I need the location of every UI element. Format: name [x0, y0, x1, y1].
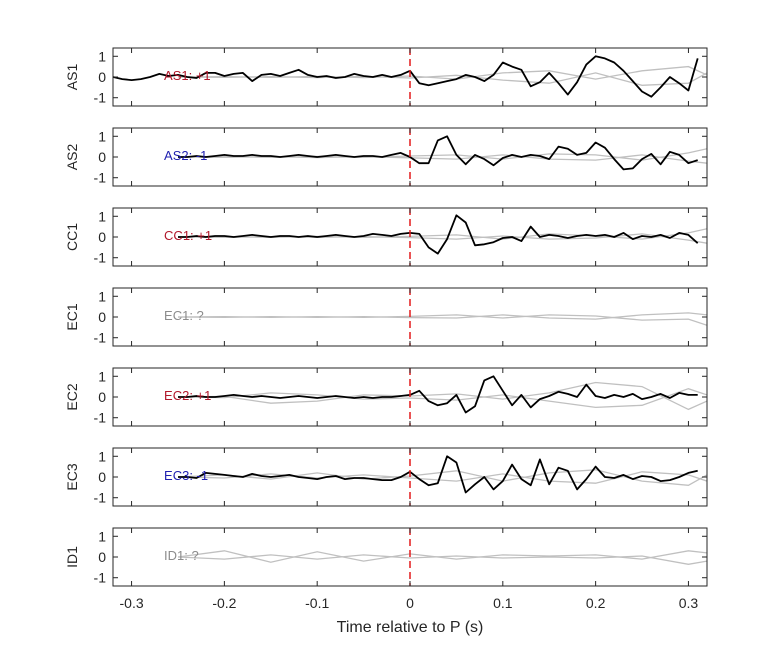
y-axis-label: AS2: [64, 144, 80, 171]
y-axis-label: ID1: [64, 546, 80, 568]
waveform-trace: [113, 55, 699, 98]
y-axis-label: AS1: [64, 64, 80, 91]
y-tick-label: -1: [94, 490, 107, 506]
y-tick-label: -1: [94, 410, 107, 426]
panel-ec3: EC3: -1 1 0 -1 EC3: [64, 447, 708, 507]
polarity-label: AS1: +1: [164, 68, 211, 83]
y-tick-label: 1: [98, 288, 106, 304]
y-tick-label: 1: [98, 48, 106, 64]
y-tick-label: 1: [98, 128, 106, 144]
y-axis-label: EC3: [64, 463, 80, 490]
x-tick-label: 0.3: [679, 595, 699, 611]
polarity-label: EC3: -1: [164, 468, 208, 483]
y-tick-label: -1: [94, 250, 107, 266]
background-trace: [177, 471, 707, 484]
background-trace: [177, 312, 707, 320]
y-tick-label: 0: [98, 549, 106, 565]
y-tick-label: -1: [94, 90, 107, 106]
y-tick-label: 1: [98, 368, 106, 384]
x-tick-label: 0.2: [586, 595, 606, 611]
y-tick-label: -1: [94, 570, 107, 586]
x-tick-label: -0.1: [305, 595, 329, 611]
panel-ec2: EC2: +1 1 0 -1 EC2: [64, 367, 708, 427]
y-axis-label: EC1: [64, 303, 80, 330]
polarity-label: CC1: +1: [164, 228, 212, 243]
background-trace: [177, 314, 707, 326]
background-trace: [177, 550, 707, 563]
y-tick-label: 0: [98, 469, 106, 485]
x-tick-label: 0: [406, 595, 414, 611]
polarity-label: ID1: ?: [164, 548, 199, 563]
x-tick-label: 0.1: [493, 595, 513, 611]
waveform-trace: [178, 375, 698, 414]
polarity-label: EC2: +1: [164, 388, 211, 403]
y-tick-label: 0: [98, 69, 106, 85]
panel-as2: AS2: -1 1 0 -1 AS2: [64, 127, 708, 187]
x-axis: -0.3 -0.2 -0.1 0 0.1 0.2 0.3: [120, 595, 699, 611]
y-tick-label: 1: [98, 448, 106, 464]
waveform-trace: [178, 455, 698, 494]
y-tick-label: 0: [98, 149, 106, 165]
panel-ec1: EC1: ? 1 0 -1 EC1: [64, 287, 708, 347]
panel-cc1: CC1: +1 1 0 -1 CC1: [64, 207, 708, 267]
y-axis-label: EC2: [64, 383, 80, 410]
background-trace: [177, 388, 707, 409]
y-tick-label: 1: [98, 528, 106, 544]
y-tick-label: 1: [98, 208, 106, 224]
waveform-trace: [178, 214, 699, 255]
y-tick-label: 0: [98, 389, 106, 405]
background-trace: [177, 469, 707, 486]
y-tick-label: -1: [94, 330, 107, 346]
x-tick-label: -0.3: [120, 595, 144, 611]
panel-as1: AS1: +1 1 0 -1 AS1: [64, 47, 708, 107]
waveform-trace: [178, 135, 698, 171]
x-tick-label: -0.2: [212, 595, 236, 611]
panel-id1: ID1: ? 1 0 -1 ID1: [64, 527, 708, 587]
y-axis-label: CC1: [64, 223, 80, 251]
x-axis-label: Time relative to P (s): [337, 619, 484, 636]
polarity-label: AS2: -1: [164, 148, 207, 163]
y-tick-label: 0: [98, 229, 106, 245]
y-tick-label: 0: [98, 309, 106, 325]
background-trace: [177, 228, 707, 240]
background-trace: [177, 381, 707, 411]
y-tick-label: -1: [94, 170, 107, 186]
polarity-label: EC1: ?: [164, 308, 204, 323]
background-trace: [177, 72, 707, 86]
background-trace: [177, 554, 707, 565]
